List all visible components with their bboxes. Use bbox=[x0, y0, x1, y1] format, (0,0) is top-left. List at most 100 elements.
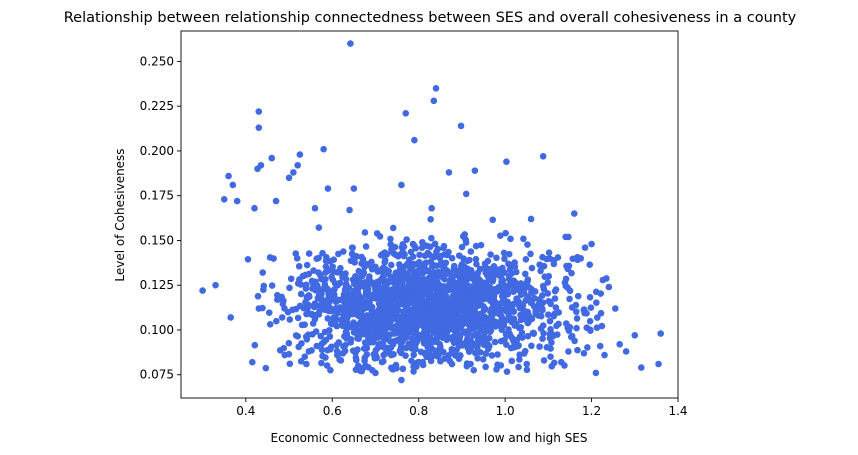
scatter-point bbox=[565, 233, 572, 241]
scatter-point bbox=[473, 260, 480, 268]
scatter-point bbox=[412, 298, 419, 306]
scatter-point bbox=[381, 332, 388, 339]
scatter-point bbox=[511, 263, 519, 270]
scatter-point bbox=[503, 341, 510, 349]
scatter-point bbox=[448, 349, 456, 356]
scatter-point bbox=[298, 340, 305, 347]
scatter-point bbox=[450, 262, 458, 270]
scatter-point bbox=[342, 270, 349, 277]
scatter-point bbox=[480, 332, 488, 339]
scatter-point bbox=[440, 348, 447, 356]
scatter-point bbox=[427, 215, 434, 223]
scatter-point bbox=[326, 326, 333, 334]
scatter-point bbox=[255, 124, 263, 131]
scatter-point bbox=[544, 290, 552, 297]
scatter-point bbox=[515, 363, 522, 371]
scatter-point bbox=[399, 365, 407, 373]
scatter-point bbox=[317, 293, 325, 300]
scatter-point bbox=[356, 367, 364, 375]
y-tick-label: 0.150 bbox=[140, 233, 174, 247]
scatter-point bbox=[450, 333, 458, 340]
scatter-point bbox=[381, 277, 389, 284]
scatter-point bbox=[212, 281, 219, 289]
scatter-point bbox=[474, 354, 481, 362]
scatter-point bbox=[518, 329, 526, 337]
scatter-point bbox=[601, 351, 608, 359]
scatter-point bbox=[478, 283, 485, 291]
scatter-point bbox=[225, 172, 232, 180]
scatter-point bbox=[528, 315, 536, 323]
scatter-point bbox=[490, 263, 498, 270]
scatter-point bbox=[305, 301, 313, 309]
scatter-point bbox=[273, 317, 280, 325]
scatter-point bbox=[359, 330, 367, 338]
scatter-point bbox=[392, 280, 399, 287]
scatter-point bbox=[317, 271, 324, 279]
scatter-point bbox=[587, 327, 594, 335]
scatter-point bbox=[416, 251, 423, 259]
scatter-point bbox=[382, 349, 389, 357]
scatter-point bbox=[563, 262, 570, 270]
scatter-point bbox=[425, 334, 433, 341]
scatter-point bbox=[574, 346, 581, 354]
scatter-point bbox=[467, 337, 474, 344]
scatter-point bbox=[412, 327, 420, 334]
scatter-point bbox=[528, 297, 536, 305]
scatter-point bbox=[524, 293, 531, 301]
scatter-point bbox=[498, 314, 506, 322]
scatter-point bbox=[574, 292, 582, 300]
scatter-point bbox=[500, 249, 508, 257]
scatter-point bbox=[408, 357, 415, 365]
scatter-point bbox=[430, 329, 437, 336]
scatter-point bbox=[335, 250, 342, 258]
scatter-point bbox=[505, 250, 513, 258]
scatter-point bbox=[351, 259, 358, 266]
scatter-point bbox=[501, 255, 508, 263]
scatter-point bbox=[504, 299, 512, 307]
scatter-point bbox=[516, 356, 523, 363]
scatter-point bbox=[548, 339, 555, 346]
scatter-point bbox=[397, 349, 405, 357]
scatter-point bbox=[515, 342, 522, 349]
scatter-point bbox=[321, 281, 329, 288]
scatter-point bbox=[491, 338, 499, 346]
scatter-point bbox=[458, 342, 466, 349]
scatter-point bbox=[357, 313, 365, 321]
scatter-point bbox=[523, 360, 531, 368]
scatter-point bbox=[584, 344, 591, 351]
scatter-point bbox=[375, 309, 383, 317]
scatter-point bbox=[305, 250, 313, 257]
scatter-point bbox=[587, 304, 595, 311]
scatter-point bbox=[332, 306, 339, 314]
scatter-point bbox=[631, 332, 639, 339]
scatter-point bbox=[580, 306, 588, 313]
scatter-point bbox=[423, 267, 431, 275]
scatter-point bbox=[463, 362, 471, 370]
scatter-point bbox=[297, 290, 305, 298]
scatter-point bbox=[458, 243, 466, 251]
scatter-point bbox=[521, 270, 529, 278]
scatter-point bbox=[450, 292, 458, 300]
scatter-point bbox=[380, 357, 387, 365]
scatter-point bbox=[390, 351, 397, 358]
scatter-point bbox=[389, 341, 397, 348]
scatter-point bbox=[426, 251, 434, 259]
scatter-point bbox=[540, 285, 548, 293]
scatter-point bbox=[436, 340, 443, 348]
scatter-point bbox=[593, 324, 601, 331]
scatter-point bbox=[385, 296, 393, 303]
scatter-point bbox=[476, 265, 484, 273]
scatter-point bbox=[396, 283, 404, 291]
scatter-point bbox=[321, 305, 329, 312]
scatter-point bbox=[528, 342, 535, 350]
scatter-point bbox=[552, 304, 560, 311]
scatter-point bbox=[448, 254, 456, 262]
scatter-point bbox=[410, 368, 417, 375]
scatter-point bbox=[352, 349, 359, 357]
scatter-point bbox=[599, 276, 607, 284]
scatter-point bbox=[405, 256, 413, 264]
scatter-point bbox=[655, 360, 662, 368]
scatter-point bbox=[538, 262, 545, 270]
scatter-point bbox=[547, 353, 554, 361]
